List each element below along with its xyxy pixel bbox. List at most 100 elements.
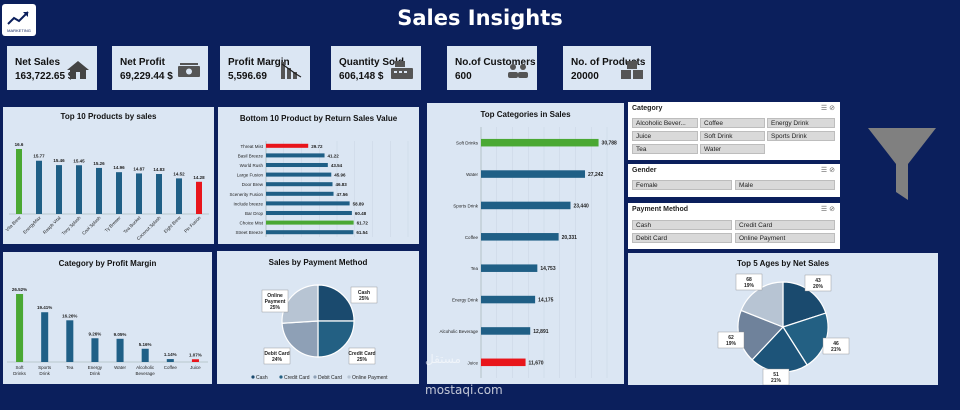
kpi-quantity-sold: Quantity Sold 606,148 $ [331,46,421,90]
bar [266,182,333,187]
data-label: 14,753 [540,266,556,272]
data-label: 51 [773,372,779,378]
data-label: 9.26% [89,331,102,336]
data-label: 26.52% [12,287,27,292]
tick-label: Energy Drink [452,298,479,303]
bar [66,320,74,362]
data-label: Debit Card [264,351,289,357]
data-label: 15.77 [33,154,45,159]
kpi-products: No. of Products 20000 [563,46,651,90]
slicer-title: Gender [632,167,657,174]
slicer-item-debit-card[interactable]: Debit Card [632,233,732,243]
panel-top-categories: Top Categories in Sales 30,788 Soft Drink… [427,103,624,384]
legend-label: Credit Card [284,375,310,381]
data-label: 30,788 [602,141,618,147]
data-label-box [762,368,790,385]
bar [156,174,162,214]
bar [266,201,350,206]
slicer-item-alcoholic[interactable]: Alcoholic Bever... [632,118,698,128]
tick-label: Bar Drop [245,211,264,216]
data-label: 20,331 [562,235,578,241]
bar [266,172,332,177]
bar [266,162,328,168]
data-label: 11,670 [529,360,544,366]
tick-label: Street Breeze [235,230,263,235]
bar [96,167,102,214]
chart-title: Category by Profit Margin [58,259,157,268]
tick-label: EnergyMax [22,215,42,235]
tick-label: Tea Bucket [122,215,142,235]
chart-title: Bottom 10 Product by Return Sales Value [239,114,398,123]
cash-register-icon [391,61,413,79]
bar [266,220,354,225]
bar [116,172,122,214]
slicer-item-female[interactable]: Female [632,180,732,190]
tick-label: Sports Drink [453,203,479,208]
bar [91,338,99,362]
kpi-label: Profit Margin [228,57,290,68]
bar [41,312,49,362]
kpi-customers: No.of Customers 600 [447,46,537,90]
data-label: 14.87 [133,166,145,171]
legend-label: Cash [256,375,268,381]
data-label: 16.6 [15,142,24,147]
slicer-item-male[interactable]: Male [735,180,835,190]
data-label-box [348,347,376,365]
kpi-net-profit: Net Profit 69,229.44 $ [112,46,208,90]
tick-label: Tea [471,266,479,271]
bar [196,181,202,214]
bar [166,359,174,362]
tick-label: Drink [39,371,50,376]
data-label: 20% [813,284,824,290]
tick-label: Sports [38,365,52,370]
slicer-item-sports-drink[interactable]: Sports Drink [767,131,835,141]
tick-label: Drinks [13,371,27,376]
bar [16,294,24,362]
slicer-item-energy-drink[interactable]: Energy Drink [767,118,835,128]
bar [116,338,124,362]
tick-label: Soft [16,365,25,370]
panel-top5-ages: Top 5 Ages by Net Sales 43 20% 46 21% 51 21% 6… [628,253,938,385]
tick-label: Vita Brew [5,215,23,233]
data-label: 1.14% [164,352,177,357]
slicer-item-coffee[interactable]: Coffee [700,118,765,128]
tick-label: Coffee [465,235,479,240]
slicer-clear-icon[interactable]: ☰ ⊘ [820,206,835,213]
slicer-clear-icon[interactable]: ☰ ⊘ [820,167,835,174]
slicer-item-soft-drink[interactable]: Soft Drink [700,131,765,141]
top10-bar-chart: 16.6 Vita Brew 15.77 EnergyMax 15.46 Raspb Vi… [5,142,209,241]
slicer-item-juice[interactable]: Juice [632,131,698,141]
logo-text: MARKETING [7,28,31,33]
slicer-item-water[interactable]: Water [700,144,765,154]
data-label: Online [267,293,283,299]
data-label: 16.26% [62,313,77,318]
slicer-clear-icon[interactable]: ☰ ⊘ [820,105,835,112]
slicer-item-online-payment[interactable]: Online Payment [735,233,835,243]
data-label: 58.89 [353,201,365,206]
data-label-box [261,289,289,313]
data-label: 14.52 [173,171,185,176]
data-label: 47.56 [337,192,349,197]
bottom10-bar-chart: 29.72 Threat Mist 41.22 Basil Breeze 43.54 Wo… [229,141,409,237]
tick-label: Soft Drinks [456,141,479,146]
company-logo: MARKETING [2,4,36,36]
data-label: 15.26 [93,161,105,166]
gender-slicer: Gender ☰ ⊘ Female Male [628,164,840,197]
data-label: 14.96 [113,165,125,170]
legend-marker [313,375,317,379]
watermark-arabic: مستقل [425,352,461,366]
legend-marker [251,375,255,379]
slicer-item-credit-card[interactable]: Credit Card [735,220,835,230]
panel-bottom10-products: Bottom 10 Product by Return Sales Value … [218,107,419,244]
data-label: 19.41% [37,305,52,310]
slicer-item-cash[interactable]: Cash [632,220,732,230]
chart-title: Sales by Payment Method [268,258,368,267]
bar [266,210,352,216]
data-label: 46 [833,341,839,347]
tick-label: Door Brew [242,182,264,187]
tick-label: Eight Brew [163,215,182,234]
data-label-box [735,273,763,291]
slicer-item-tea[interactable]: Tea [632,144,698,154]
